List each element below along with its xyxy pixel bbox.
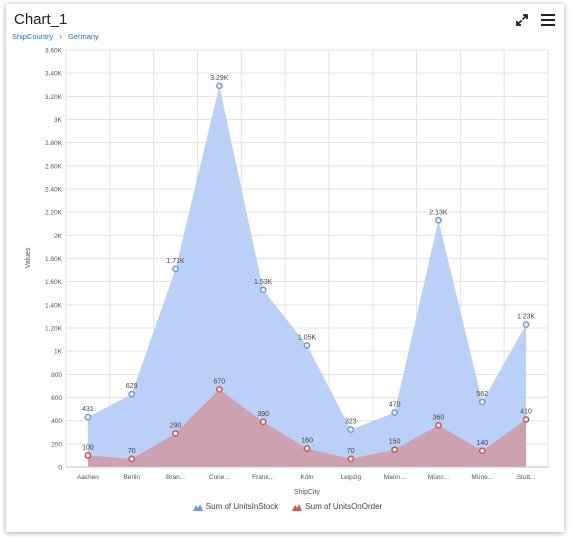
y-tick-label: 2.20K — [45, 210, 63, 217]
y-tick-label: 3.60K — [45, 48, 63, 55]
y-tick-label: 1.20K — [45, 326, 63, 333]
data-label: 160 — [301, 437, 313, 444]
series-markers — [84, 82, 530, 463]
legend-label-units-on-order: Sum of UnitsOnOrder — [305, 502, 383, 511]
y-tick-label: 3K — [54, 117, 63, 124]
data-point-marker — [172, 430, 179, 437]
y-tick-label: 1K — [54, 349, 63, 356]
y-tick-label: 1.40K — [45, 302, 63, 309]
y-tick-label: 1.60K — [45, 279, 63, 286]
breadcrumb-shipcountry[interactable]: ShipCountry — [12, 32, 54, 41]
x-tick-label: Aachen — [77, 474, 99, 481]
chart-title: Chart_1 — [14, 11, 68, 28]
y-tick-label: 400 — [51, 418, 62, 425]
data-point-marker — [303, 341, 311, 349]
data-label: 323 — [345, 419, 357, 426]
data-point-marker — [522, 416, 530, 423]
data-label: 360 — [433, 414, 445, 421]
data-label: 140 — [476, 440, 488, 447]
x-tick-label: Bran... — [166, 474, 185, 481]
y-tick-label: 0 — [58, 465, 62, 472]
data-label: 2.13K — [429, 209, 448, 216]
data-point-marker — [522, 321, 530, 328]
data-label: 150 — [389, 439, 401, 446]
data-label: 70 — [128, 448, 136, 455]
data-point-marker — [172, 265, 179, 273]
data-point-marker — [478, 447, 486, 455]
x-tick-label: Stutt... — [517, 474, 536, 481]
data-point-marker — [84, 452, 92, 459]
x-tick-label: Köln — [300, 474, 313, 481]
area-series-icon — [192, 503, 203, 511]
x-tick-label: Frank... — [252, 474, 274, 481]
data-point-marker — [435, 421, 442, 429]
data-label: 1.23K — [517, 314, 536, 321]
data-point-marker — [391, 446, 399, 454]
x-axis-title: ShipCity — [294, 489, 321, 496]
data-point-marker — [215, 82, 223, 90]
y-tick-label: 2.40K — [45, 187, 63, 194]
x-tick-label: Cune... — [209, 474, 230, 481]
data-label: 290 — [170, 422, 182, 429]
data-point-marker — [347, 455, 355, 463]
y-tick-label: 3.20K — [45, 94, 63, 101]
data-label: 1.71K — [166, 258, 185, 265]
data-point-marker — [259, 286, 267, 294]
data-label: 410 — [520, 409, 532, 416]
legend-item-units-in-stock[interactable]: Sum of UnitsInStock — [192, 502, 279, 511]
data-label: 562 — [476, 391, 488, 398]
axes: 0 200 400 600 800 1K 1.20K 1.40K 1.60K 1.80K 2K 2.2… — [45, 48, 548, 481]
data-label: 670 — [214, 378, 226, 385]
breadcrumb-germany[interactable]: Germany — [67, 32, 99, 41]
data-labels: 431 629 1.71K 3.29K 1.53K 1.05K 323 470 2.13K 562… — [82, 75, 536, 455]
series-area-units-on-order — [87, 389, 527, 467]
data-point-marker — [128, 455, 136, 463]
hamburger-menu-icon[interactable] — [540, 12, 556, 28]
data-label: 1.53K — [254, 279, 273, 286]
data-point-marker — [391, 409, 399, 416]
expand-icon[interactable] — [514, 12, 530, 28]
data-point-marker — [128, 390, 136, 398]
breadcrumb-separator-icon: › — [59, 32, 62, 41]
x-tick-label: Leipzig — [341, 474, 362, 481]
y-tick-label: 600 — [51, 395, 62, 402]
series-areas — [87, 85, 527, 468]
data-label: 470 — [389, 402, 401, 409]
data-point-marker — [435, 216, 442, 224]
data-point-marker — [84, 413, 92, 421]
chart-toolbar — [514, 12, 556, 28]
data-label: 390 — [257, 411, 269, 418]
data-label: 629 — [126, 383, 138, 390]
y-tick-label: 1.80K — [45, 256, 63, 263]
y-tick-label: 2K — [54, 233, 63, 240]
x-tick-label: Berlin — [123, 474, 140, 481]
y-axis-title: Values — [25, 247, 32, 268]
y-tick-label: 3.40K — [45, 71, 63, 78]
legend-label-units-in-stock: Sum of UnitsInStock — [205, 502, 279, 511]
data-label: 3.29K — [210, 75, 229, 82]
data-point-marker — [478, 398, 486, 406]
data-point-marker — [347, 426, 355, 433]
data-label: 431 — [82, 406, 94, 413]
data-label: 70 — [347, 448, 355, 455]
x-tick-label: Müne... — [471, 474, 493, 481]
breadcrumb: ShipCountry › Germany — [12, 32, 99, 41]
x-tick-label: Mann... — [384, 474, 406, 481]
area-series-icon — [292, 503, 303, 511]
data-label: 100 — [82, 444, 94, 451]
y-tick-label: 2.60K — [45, 163, 63, 170]
legend-item-units-on-order[interactable]: Sum of UnitsOnOrder — [292, 502, 382, 511]
data-point-marker — [215, 385, 223, 393]
y-tick-label: 800 — [51, 372, 62, 379]
data-point-marker — [259, 418, 267, 426]
x-tick-label: Münc... — [428, 474, 450, 481]
y-tick-label: 2.80K — [45, 140, 63, 147]
data-label: 1.05K — [298, 334, 317, 341]
chart-legend: Sum of UnitsInStock Sum of UnitsOnOrder — [0, 502, 575, 511]
y-tick-label: 200 — [51, 441, 62, 448]
data-point-marker — [303, 445, 311, 452]
series-area-units-in-stock — [87, 85, 527, 468]
